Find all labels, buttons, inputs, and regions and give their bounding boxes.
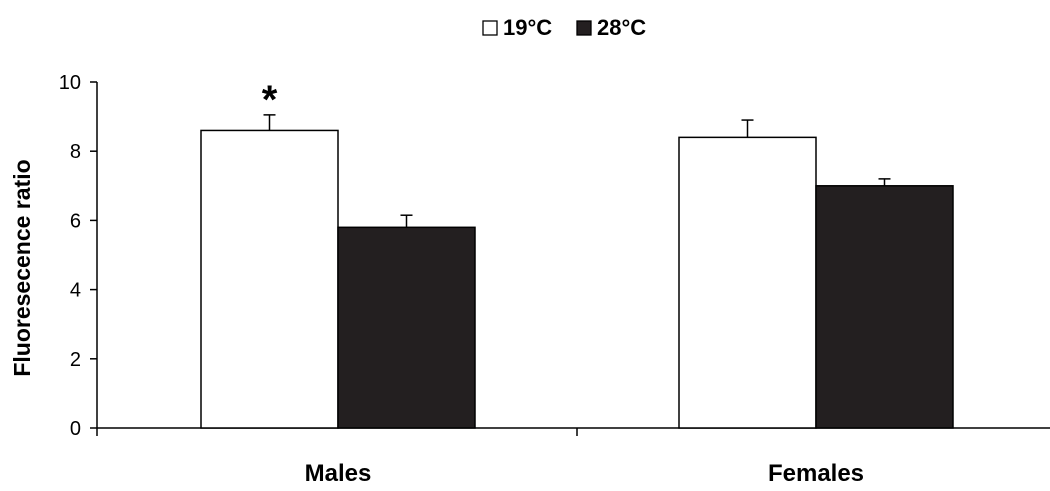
y-tick-label: 4 (70, 280, 81, 302)
y-axis: 0 2 4 6 8 10 (59, 72, 98, 440)
y-axis-label: Fluoresecence ratio (9, 159, 35, 376)
y-tick-label: 6 (70, 210, 81, 232)
bar (200, 129, 339, 429)
y-tick-label: 0 (70, 418, 81, 440)
bars (200, 114, 954, 429)
bar (815, 185, 954, 429)
y-tick-label: 8 (70, 141, 81, 163)
legend: 19°C 28°C (482, 15, 646, 40)
x-tick-label: Males (305, 460, 372, 486)
significance-annotation: * (262, 78, 278, 122)
legend-label: 19°C (503, 15, 552, 40)
y-tick-label: 2 (70, 349, 81, 371)
y-tick-label: 10 (59, 72, 81, 94)
x-axis: Males Females (96, 427, 1050, 487)
annotations: * (262, 78, 278, 122)
bar (678, 136, 817, 429)
legend-label: 28°C (597, 15, 646, 40)
x-tick-label: Females (768, 460, 864, 486)
legend-swatch (576, 20, 592, 36)
legend-swatch (482, 20, 498, 36)
bar (337, 226, 476, 429)
